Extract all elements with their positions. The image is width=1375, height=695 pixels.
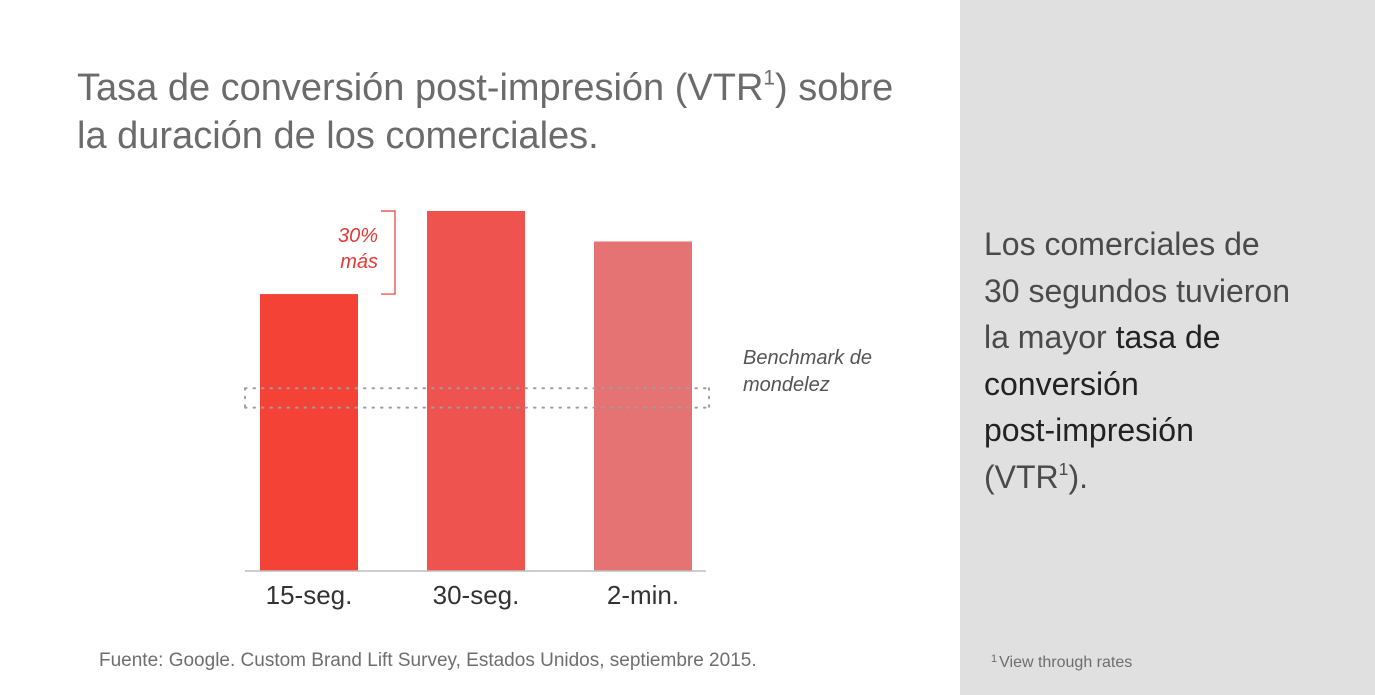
benchmark-label-line1: Benchmark de bbox=[743, 347, 872, 369]
annotation-label-line2: más bbox=[340, 251, 378, 273]
annotation-label-line1: 30% bbox=[338, 225, 378, 247]
annotation-layer: 30% más bbox=[338, 210, 396, 295]
chart-title: Tasa de conversión post-impresión (VTR1)… bbox=[77, 66, 894, 157]
bar-1 bbox=[260, 294, 358, 571]
bar-chart: 15-seg. 30-seg. 2-min. 30% más Benchmark de… bbox=[244, 210, 872, 610]
annotation-bracket bbox=[381, 210, 396, 295]
source-note: Fuente: Google. Custom Brand Lift Survey… bbox=[99, 650, 757, 671]
benchmark-layer bbox=[244, 387, 710, 409]
benchmark-label-line2: mondelez bbox=[743, 374, 830, 396]
takeaway-text: Los comerciales de 30 segundos tuvieron la… bbox=[984, 226, 1290, 495]
benchmark-label: Benchmark de mondelez bbox=[743, 347, 872, 396]
tick-label-2: 30-seg. bbox=[433, 580, 520, 610]
bars-layer bbox=[260, 211, 692, 571]
tick-label-3: 2-min. bbox=[607, 580, 679, 610]
footnote: 1 View through rates bbox=[991, 653, 1133, 671]
tick-label-1: 15-seg. bbox=[266, 580, 353, 610]
tick-labels: 15-seg. 30-seg. 2-min. bbox=[266, 580, 679, 610]
bar-3 bbox=[594, 241, 692, 571]
side-panel bbox=[960, 0, 1375, 695]
bar-2 bbox=[427, 211, 525, 571]
